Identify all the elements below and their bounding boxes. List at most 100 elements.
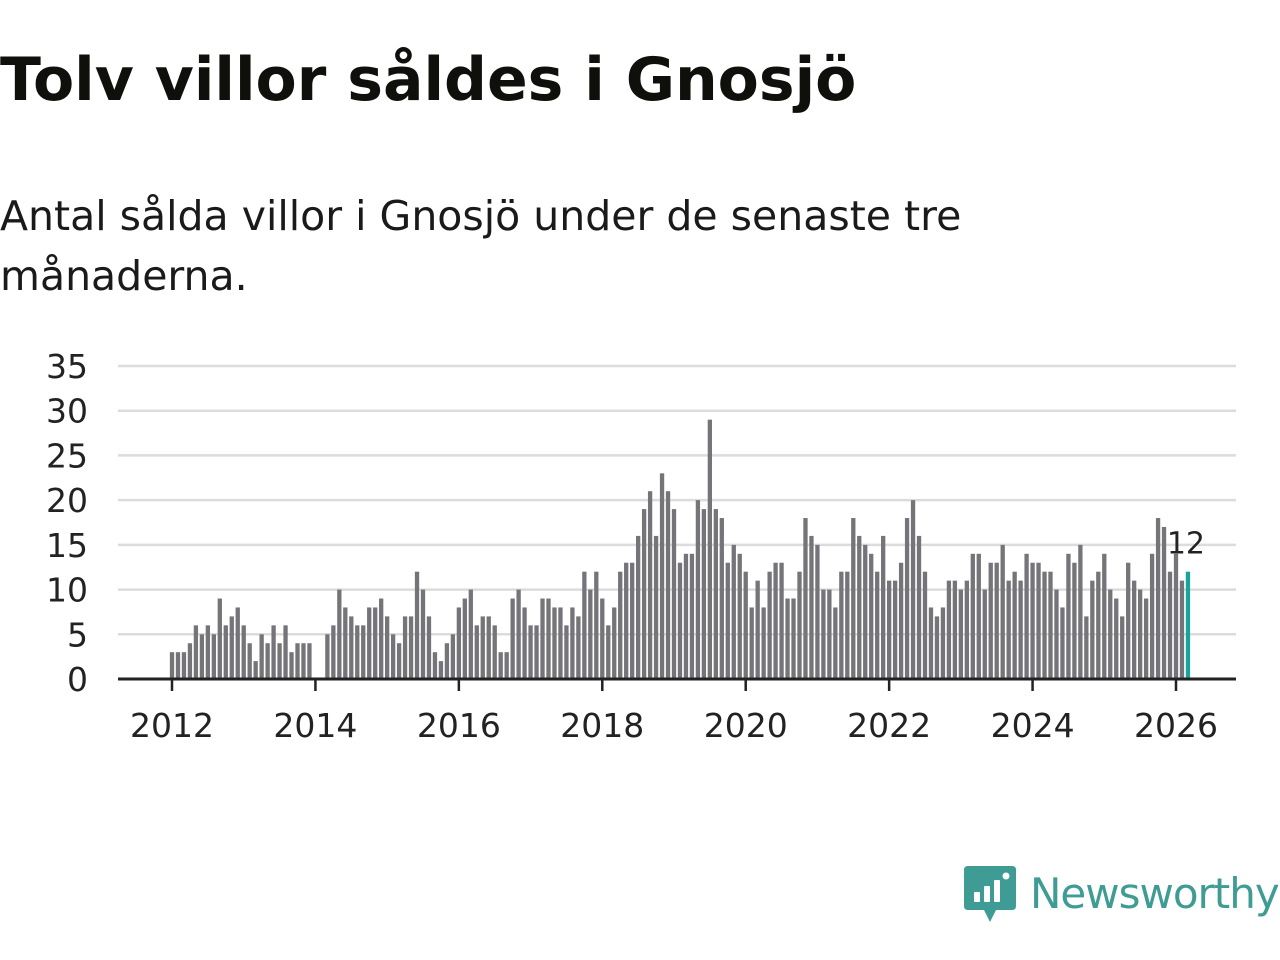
bar	[904, 518, 910, 679]
bar	[612, 607, 617, 679]
bar	[576, 616, 581, 679]
bar	[958, 589, 964, 679]
bar	[516, 589, 521, 679]
x-tick-label: 2014	[273, 706, 357, 745]
bar	[797, 571, 802, 679]
bar	[444, 643, 450, 679]
bar	[1120, 616, 1125, 679]
bar	[379, 598, 384, 679]
bar	[265, 643, 270, 679]
bar	[271, 625, 276, 679]
bar	[474, 625, 479, 679]
x-tick-label: 2024	[991, 706, 1075, 745]
bar	[803, 518, 808, 679]
y-axis-tick-labels: 0 5 10 15 20 25 30 35	[46, 347, 88, 699]
bar	[504, 652, 509, 679]
bar	[420, 589, 426, 679]
bar	[719, 518, 724, 679]
bar	[301, 643, 306, 679]
bar	[235, 607, 240, 679]
bar	[295, 643, 300, 679]
bar	[181, 652, 187, 679]
y-tick-label: 5	[67, 615, 88, 654]
bar	[522, 607, 527, 679]
bar	[1006, 580, 1011, 679]
y-tick-label: 0	[67, 660, 88, 699]
bar	[821, 589, 826, 679]
bar	[1173, 553, 1179, 679]
bar	[809, 535, 814, 679]
bar	[546, 598, 551, 679]
bar	[964, 580, 969, 679]
y-tick-label: 15	[46, 526, 88, 565]
bar	[1084, 616, 1089, 679]
bar	[187, 643, 193, 679]
bar	[653, 535, 659, 679]
bar	[892, 580, 898, 679]
bar	[217, 598, 222, 679]
bar	[582, 571, 587, 679]
bar	[283, 625, 288, 679]
bar	[367, 607, 372, 679]
bar	[223, 625, 228, 679]
bar	[988, 562, 993, 679]
bar	[779, 562, 784, 679]
bar	[414, 571, 420, 679]
bar	[564, 625, 569, 679]
bar	[480, 616, 485, 679]
bar	[289, 652, 294, 679]
bar	[970, 553, 975, 679]
bar	[1090, 580, 1095, 679]
bar	[1179, 580, 1185, 679]
y-tick-label: 25	[46, 436, 88, 475]
bar	[492, 625, 497, 679]
bar	[869, 553, 874, 679]
bar	[373, 607, 378, 679]
bar	[558, 607, 563, 679]
bar	[205, 625, 211, 679]
bar	[845, 571, 850, 679]
bar	[695, 500, 701, 679]
bar	[534, 625, 539, 679]
bar	[1143, 598, 1149, 679]
bar	[498, 652, 503, 679]
bar	[438, 661, 444, 679]
bar	[426, 616, 432, 679]
bar	[952, 580, 958, 679]
bar	[528, 625, 533, 679]
bar	[1066, 553, 1071, 679]
brand-logo: Newsworthy	[962, 862, 1280, 926]
bar	[635, 535, 641, 679]
chart-subtitle: Antal sålda villor i Gnosjö under de sen…	[0, 192, 962, 300]
bar	[277, 643, 282, 679]
y-tick-label: 30	[46, 392, 88, 431]
newsworthy-logo-icon	[964, 866, 1016, 922]
bar	[175, 652, 181, 679]
bar	[725, 562, 730, 679]
bar	[647, 491, 653, 679]
bar	[946, 580, 952, 679]
bar	[337, 589, 342, 679]
bar	[618, 571, 623, 679]
bar	[881, 535, 886, 679]
bar	[731, 544, 736, 679]
bar	[1137, 589, 1143, 679]
bar	[1012, 571, 1017, 679]
bar	[588, 589, 593, 679]
bar	[624, 562, 629, 679]
bar	[600, 598, 605, 679]
bar	[193, 625, 199, 679]
y-tick-label: 10	[46, 571, 88, 610]
bar	[1149, 553, 1155, 679]
bar	[343, 607, 348, 679]
bar-highlight	[1185, 571, 1191, 679]
bar	[1167, 571, 1173, 679]
bar	[827, 589, 832, 679]
bar	[510, 598, 515, 679]
bar	[791, 598, 796, 679]
bar	[1126, 562, 1131, 679]
bar	[540, 598, 545, 679]
bar	[169, 652, 175, 679]
bar	[1078, 544, 1083, 679]
bars	[169, 419, 1191, 679]
